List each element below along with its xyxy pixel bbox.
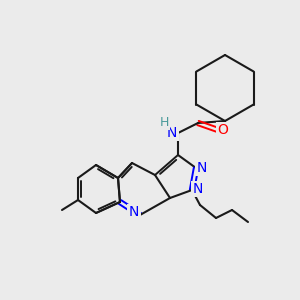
- Text: N: N: [197, 161, 207, 175]
- Text: O: O: [218, 123, 228, 137]
- Text: H: H: [159, 116, 169, 128]
- Text: N: N: [193, 182, 203, 196]
- Text: N: N: [167, 126, 177, 140]
- Text: N: N: [129, 205, 139, 219]
